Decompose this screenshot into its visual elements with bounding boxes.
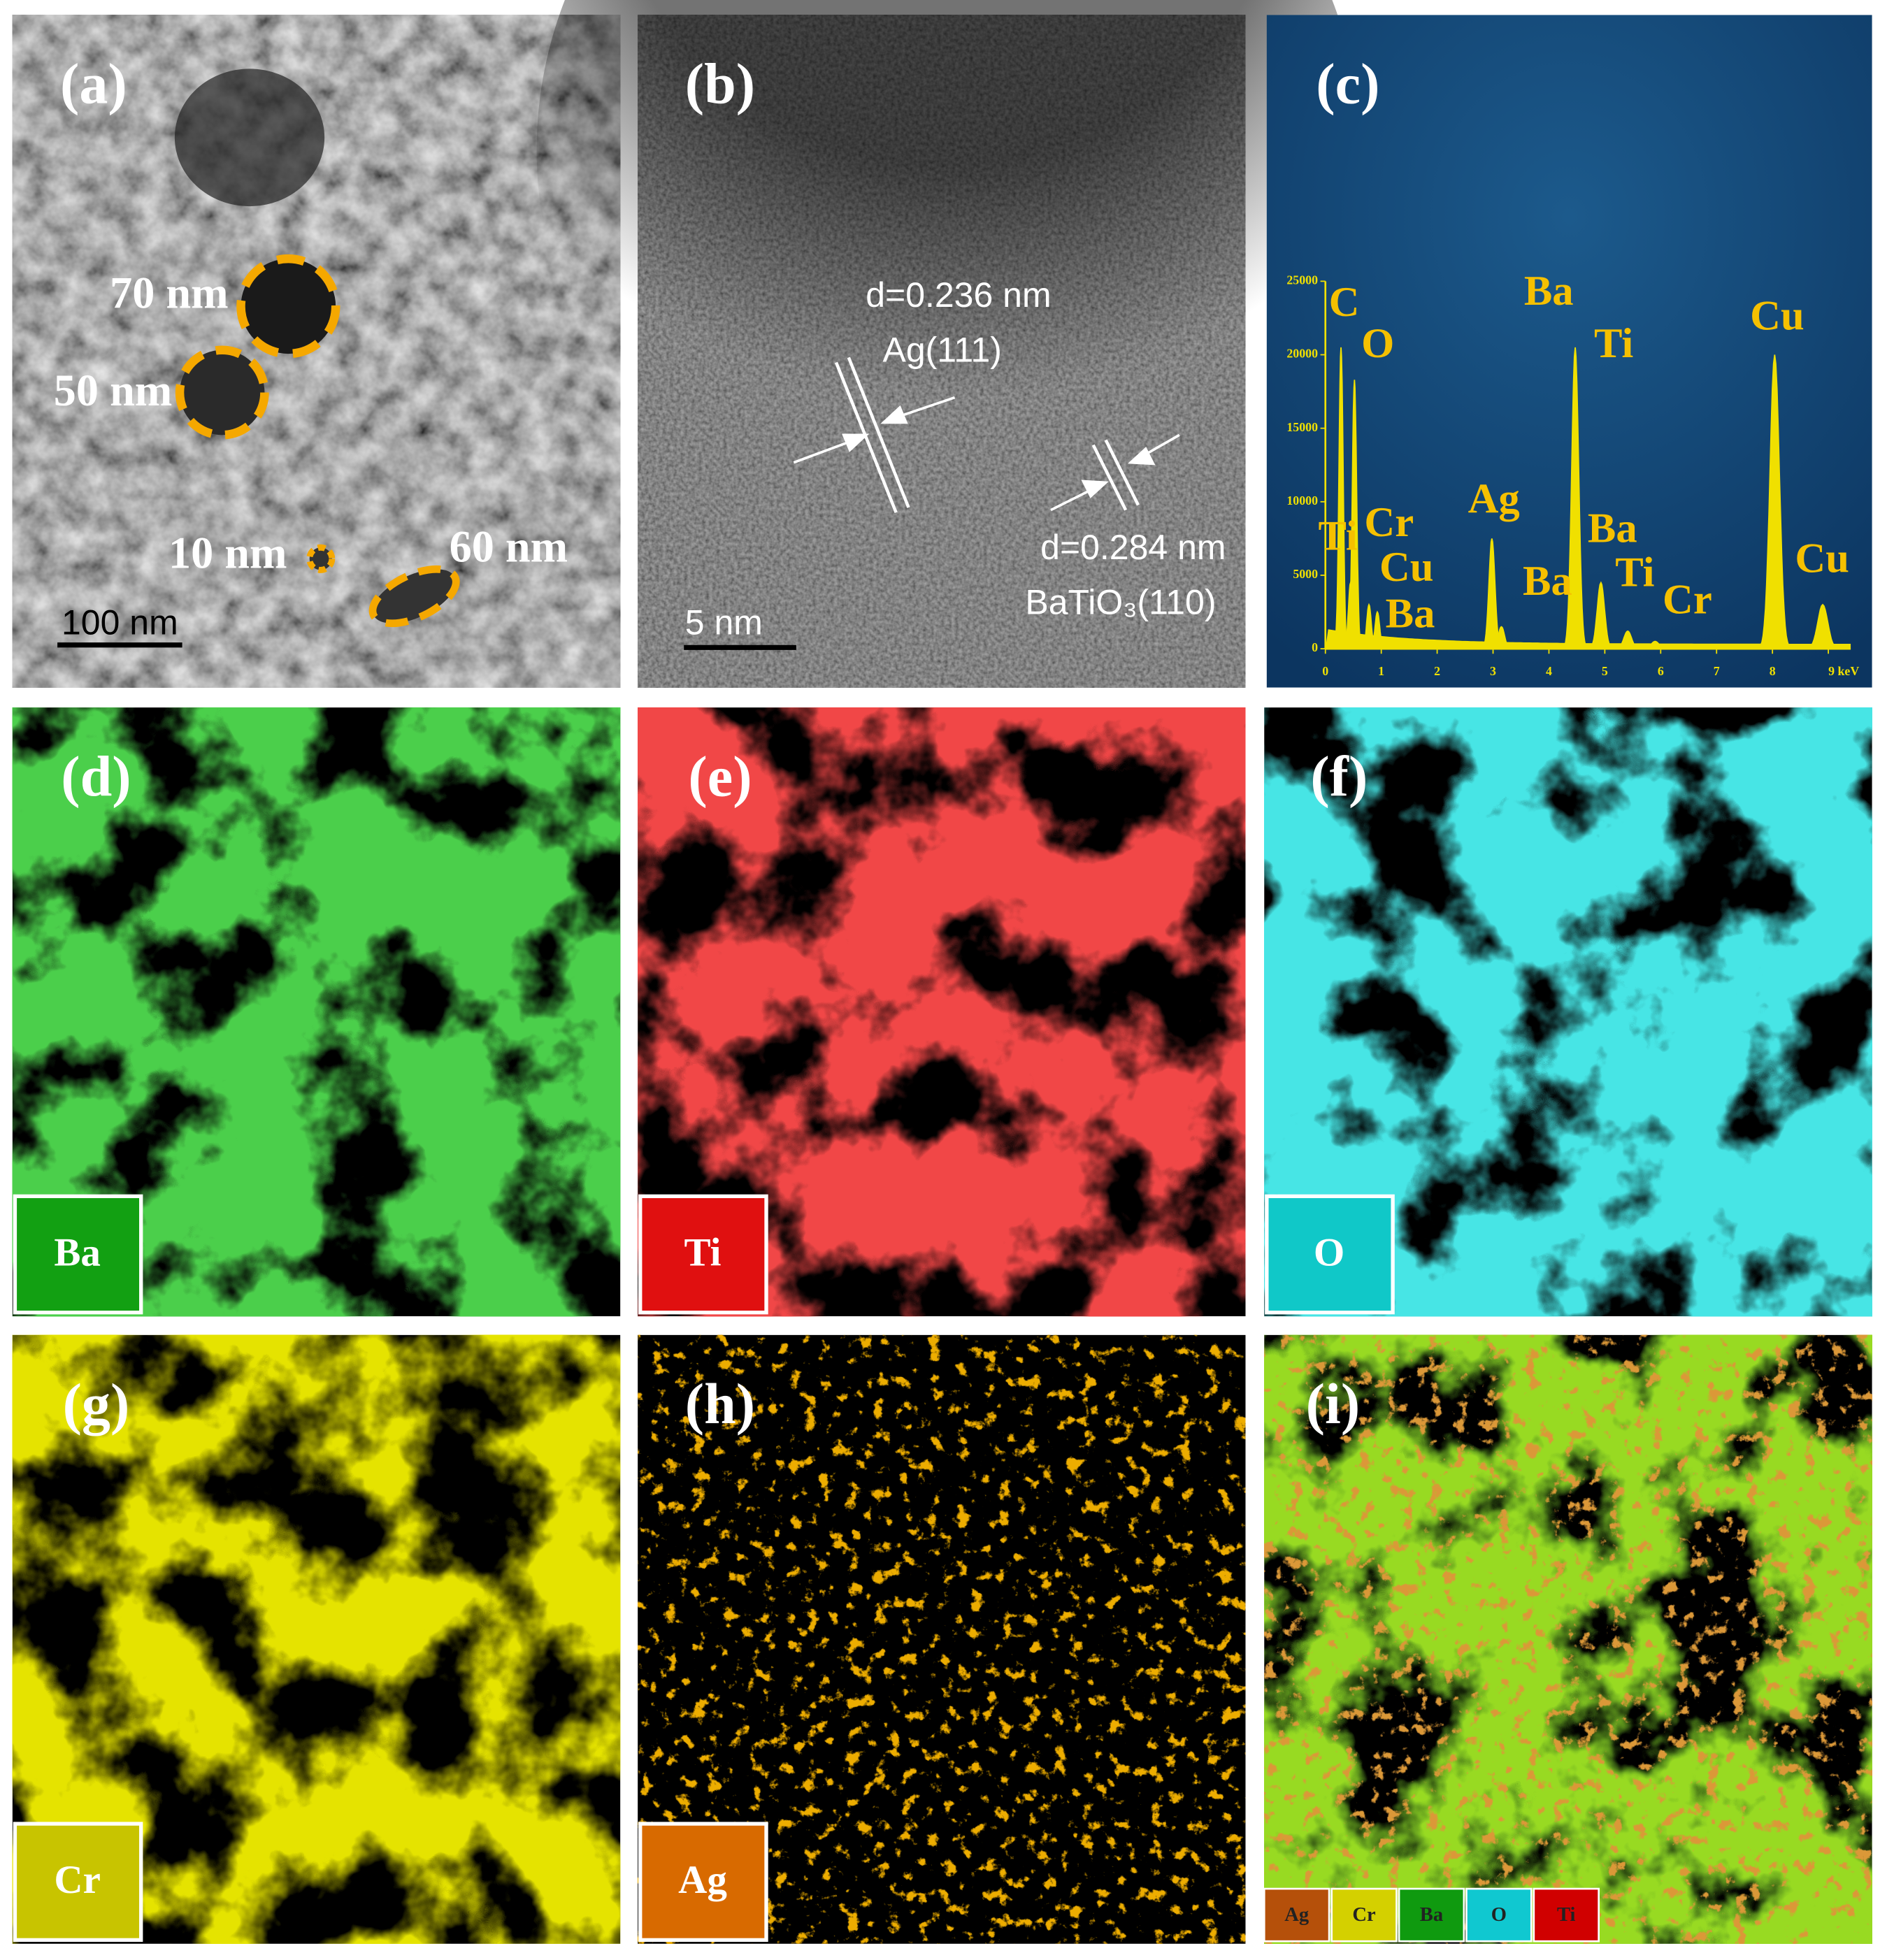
element-box bbox=[1265, 1194, 1395, 1315]
x-tick-label: 3 bbox=[1490, 664, 1496, 678]
peak-label: Cu bbox=[1379, 544, 1434, 591]
x-tick-label: 6 bbox=[1658, 664, 1664, 678]
peak-label: Ba bbox=[1524, 268, 1574, 315]
peak-label: Ba bbox=[1588, 505, 1637, 552]
map-signal bbox=[1264, 1334, 1872, 1944]
x-tick-label: 0 bbox=[1322, 664, 1328, 678]
y-tick-label: 5000 bbox=[1293, 567, 1318, 581]
lattice-annotation: Ag(111) bbox=[883, 330, 1002, 369]
panel-label: (f) bbox=[1310, 744, 1368, 808]
panel-label: (i) bbox=[1306, 1372, 1360, 1436]
peak-label: Cu bbox=[1795, 535, 1849, 582]
legend-label: Ag bbox=[1284, 1904, 1310, 1926]
legend-label: Cr bbox=[1352, 1904, 1376, 1926]
peak-label: Cr bbox=[1364, 499, 1414, 546]
peak-label: Ti bbox=[1594, 320, 1633, 367]
peak-label: Cu bbox=[1750, 293, 1805, 340]
particle-cluster bbox=[174, 69, 325, 207]
size-annotation: 10 nm bbox=[168, 528, 287, 577]
spectrum-peak bbox=[1612, 630, 1643, 650]
element-box bbox=[638, 1194, 768, 1315]
element-label: O bbox=[1314, 1230, 1344, 1274]
y-tick-label: 0 bbox=[1312, 640, 1318, 654]
particle-70nm bbox=[236, 254, 340, 359]
peak-label: Ti bbox=[1318, 512, 1357, 559]
panel-label: (a) bbox=[60, 52, 127, 116]
element-label: Ti bbox=[684, 1230, 722, 1274]
element-label: Ag bbox=[678, 1858, 727, 1902]
lattice-annotation: d=0.284 nm bbox=[1040, 528, 1226, 567]
legend-swatch bbox=[1398, 1887, 1465, 1943]
size-annotation: 70 nm bbox=[110, 268, 229, 317]
y-tick-label: 25000 bbox=[1286, 273, 1318, 287]
spectrum-peak bbox=[1586, 581, 1616, 650]
x-tick-label: 1 bbox=[1378, 664, 1384, 678]
peak-label: Cr bbox=[1663, 577, 1712, 624]
peak-label: O bbox=[1361, 320, 1394, 367]
lattice-annotation: BaTiO₃(110) bbox=[1025, 583, 1216, 622]
legend-swatch bbox=[1465, 1887, 1533, 1943]
arrows bbox=[793, 396, 1180, 512]
particle-60nm bbox=[368, 565, 460, 628]
continuum bbox=[1325, 629, 1851, 649]
x-tick-label: 2 bbox=[1434, 664, 1440, 678]
y-tick-label: 10000 bbox=[1286, 493, 1318, 507]
peak-label: Ba bbox=[1386, 590, 1435, 637]
legend-swatch bbox=[1330, 1887, 1398, 1943]
panel-label: (g) bbox=[63, 1372, 130, 1436]
legend-swatch bbox=[1263, 1887, 1330, 1943]
fringe-lines bbox=[834, 356, 1140, 514]
peak-label: C bbox=[1329, 279, 1360, 326]
element-label: Cr bbox=[54, 1858, 101, 1902]
legend-label: Ba bbox=[1420, 1904, 1443, 1926]
spectrum-peak bbox=[1756, 354, 1794, 649]
spectrum-peak bbox=[1345, 380, 1363, 649]
scale-bar-label: 100 nm bbox=[62, 603, 178, 642]
peak-label: Ag bbox=[1468, 475, 1520, 522]
size-annotation: 60 nm bbox=[450, 521, 568, 571]
spectrum-peak bbox=[1489, 626, 1514, 650]
element-box bbox=[13, 1194, 143, 1315]
element-label: Ba bbox=[54, 1230, 101, 1274]
spectrum-peak bbox=[1639, 640, 1671, 650]
particle-50nm bbox=[175, 345, 269, 440]
panel-label: (e) bbox=[688, 744, 752, 808]
spectrum-peak bbox=[1561, 347, 1589, 649]
particle-10nm bbox=[306, 544, 336, 573]
spectrum-peak bbox=[1368, 610, 1387, 650]
x-tick-label: 7 bbox=[1714, 664, 1720, 678]
y-tick-label: 20000 bbox=[1286, 347, 1318, 361]
peak-label: Ba bbox=[1523, 558, 1572, 605]
particle-shade bbox=[536, 0, 1361, 563]
legend-label: O bbox=[1491, 1904, 1507, 1926]
element-box bbox=[13, 1822, 143, 1943]
scale-bar-label: 5 nm bbox=[685, 603, 763, 642]
x-tick-label: 9 keV bbox=[1828, 664, 1859, 678]
panel-label: (c) bbox=[1316, 52, 1379, 116]
x-tick-label: 8 bbox=[1770, 664, 1776, 678]
panel-label: (h) bbox=[685, 1372, 755, 1436]
legend-label: Ti bbox=[1557, 1904, 1576, 1926]
lattice-annotation: d=0.236 nm bbox=[866, 275, 1051, 315]
spectrum-peak bbox=[1802, 603, 1843, 650]
x-tick-label: 4 bbox=[1546, 664, 1552, 678]
legend-swatch bbox=[1533, 1887, 1600, 1943]
element-box bbox=[638, 1822, 768, 1943]
y-tick-label: 15000 bbox=[1286, 420, 1318, 434]
panel-label: (d) bbox=[61, 744, 131, 808]
x-tick-label: 5 bbox=[1602, 664, 1608, 678]
peak-label: Ti bbox=[1615, 549, 1654, 596]
panel-label: (b) bbox=[685, 52, 755, 116]
size-annotation: 50 nm bbox=[54, 366, 173, 415]
